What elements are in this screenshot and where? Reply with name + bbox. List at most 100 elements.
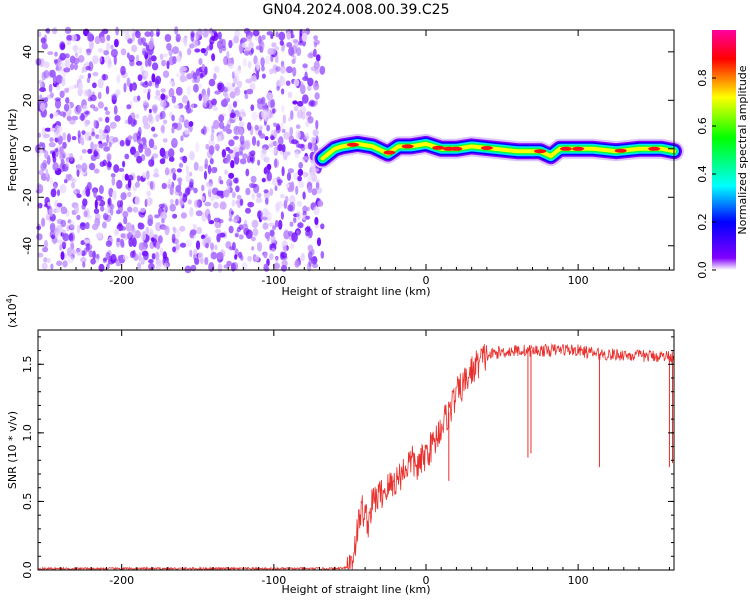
noise-cell — [218, 114, 225, 122]
noise-cell — [315, 119, 319, 130]
noise-cell — [37, 252, 44, 258]
noise-cell — [189, 178, 194, 188]
noise-cell — [168, 80, 174, 85]
noise-cell — [103, 50, 110, 56]
spectrogram-y-label: Frequency (Hz) — [6, 109, 19, 192]
noise-cell — [155, 251, 160, 261]
noise-cell — [104, 55, 111, 64]
noise-cell — [122, 29, 130, 34]
noise-cell — [73, 204, 80, 214]
noise-cell — [191, 78, 197, 84]
noise-cell — [144, 147, 152, 157]
noise-cell — [311, 188, 318, 196]
noise-cell — [48, 83, 53, 93]
noise-cell — [135, 54, 140, 63]
y-tick-label: -20 — [21, 188, 34, 206]
noise-cell — [79, 134, 84, 145]
noise-cell — [60, 43, 66, 50]
noise-cell — [132, 84, 136, 90]
noise-cell — [245, 207, 251, 214]
noise-cell — [248, 151, 252, 157]
noise-cell — [285, 183, 290, 188]
noise-cell — [225, 82, 233, 90]
noise-cell — [277, 144, 283, 152]
noise-cell — [246, 35, 253, 42]
noise-cell — [156, 31, 160, 37]
noise-cell — [224, 169, 228, 175]
noise-cell — [272, 64, 278, 74]
noise-cell — [267, 163, 272, 170]
noise-cell — [308, 258, 312, 267]
noise-cell — [55, 74, 63, 85]
noise-cell — [247, 201, 255, 208]
noise-cell — [268, 143, 274, 148]
noise-cell — [116, 179, 123, 189]
noise-cell — [294, 260, 300, 268]
noise-cell — [149, 37, 154, 45]
noise-cell — [269, 68, 274, 75]
noise-cell — [310, 66, 318, 72]
noise-cell — [286, 172, 292, 181]
noise-cell — [189, 229, 197, 236]
noise-cell — [98, 55, 103, 63]
noise-cell — [302, 205, 308, 214]
noise-cell — [269, 253, 274, 261]
noise-cell — [102, 73, 106, 81]
noise-cell — [251, 136, 257, 146]
noise-cell — [176, 72, 180, 78]
noise-cell — [106, 160, 112, 171]
noise-cell — [107, 198, 111, 205]
noise-cell — [207, 182, 213, 192]
noise-cell — [147, 218, 153, 227]
noise-cell — [65, 97, 70, 104]
signal-hotspot — [432, 145, 445, 150]
noise-cell — [193, 161, 199, 171]
noise-cell — [162, 53, 169, 58]
noise-cell — [228, 172, 235, 179]
colorbar-tick-label: 0.6 — [696, 117, 709, 135]
noise-cell — [121, 173, 126, 182]
noise-cell — [63, 103, 70, 112]
noise-cell — [69, 176, 74, 182]
noise-cell — [117, 222, 123, 228]
noise-cell — [179, 147, 184, 153]
noise-cell — [171, 114, 175, 122]
noise-cell — [230, 262, 236, 272]
noise-cell — [270, 135, 276, 141]
noise-cell — [94, 199, 98, 210]
noise-cell — [245, 78, 253, 84]
noise-cell — [40, 37, 46, 44]
noise-cell — [49, 222, 56, 233]
noise-cell — [249, 82, 256, 91]
noise-cell — [268, 222, 275, 227]
noise-cell — [196, 226, 203, 235]
y-tick-label: 0.5 — [21, 493, 34, 511]
noise-cell — [289, 243, 295, 249]
noise-cell — [90, 141, 94, 151]
noise-cell — [133, 253, 139, 261]
noise-cell — [137, 95, 141, 102]
noise-cell — [42, 246, 49, 253]
noise-cell — [286, 42, 293, 48]
noise-cell — [226, 178, 233, 187]
noise-cell — [124, 173, 129, 181]
noise-cell — [280, 65, 286, 74]
noise-cell — [313, 82, 320, 91]
noise-cell — [105, 85, 110, 95]
noise-cell — [250, 236, 256, 242]
noise-cell — [257, 100, 264, 110]
noise-cell — [262, 222, 269, 230]
noise-cell — [180, 212, 187, 219]
noise-cell — [126, 204, 133, 215]
noise-cell — [269, 229, 275, 237]
signal-hotspot — [572, 146, 585, 151]
noise-cell — [67, 256, 75, 264]
noise-cell — [245, 168, 250, 177]
noise-cell — [106, 42, 110, 51]
noise-cell — [131, 44, 138, 53]
spectrogram-x-label: Height of straight line (km) — [281, 285, 430, 298]
noise-cell — [299, 33, 303, 44]
noise-cell — [298, 181, 305, 188]
noise-cell — [223, 97, 231, 103]
noise-cell — [291, 58, 296, 64]
